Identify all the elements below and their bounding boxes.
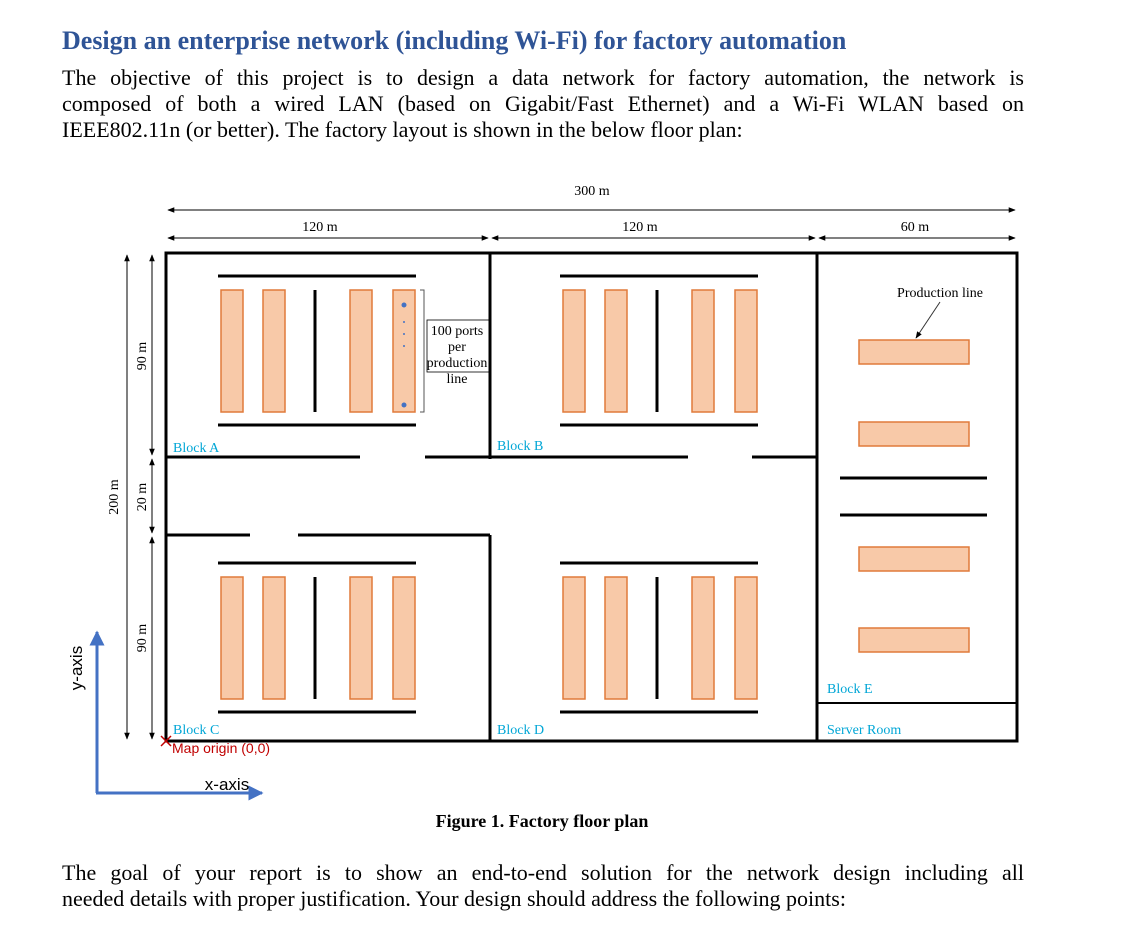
production-rack	[392, 576, 416, 700]
text-line: The goal of your report is to show an en…	[62, 860, 1024, 885]
production-rack	[691, 576, 715, 700]
figure-caption: Figure 1. Factory floor plan	[436, 811, 649, 831]
text-line: IEEE802.11n (or better). The factory lay…	[62, 117, 743, 142]
dimension-label: 90 m	[135, 624, 150, 653]
production-rack	[691, 289, 715, 413]
production-rack	[349, 289, 373, 413]
production-rack	[220, 576, 244, 700]
floor-plan: 300 m 120 m 120 m 60 m 200 m 90 m 20 m 9…	[67, 184, 1019, 831]
production-lines	[218, 274, 758, 714]
server-room-label: Server Room	[827, 723, 901, 738]
production-rack	[262, 289, 286, 413]
x-axis-label: x-axis	[205, 775, 249, 794]
block-label: Block A	[173, 441, 220, 456]
dimension-label: 300 m	[574, 184, 610, 199]
production-rack	[604, 576, 628, 700]
ports-marker	[401, 289, 490, 413]
origin-marker	[160, 735, 172, 747]
ports-note: 100 ports	[431, 324, 484, 339]
production-rack	[604, 289, 628, 413]
dimensions	[124, 207, 1016, 740]
production-rack	[734, 576, 758, 700]
production-rack	[349, 576, 373, 700]
dimension-label: 20 m	[135, 483, 150, 512]
ports-note: line	[447, 372, 468, 387]
intro-paragraph: The objective of this project is to desi…	[62, 65, 1024, 143]
block-label: Block B	[497, 439, 543, 454]
production-rack	[392, 289, 416, 413]
block-label: Block D	[497, 723, 544, 738]
production-rack	[262, 576, 286, 700]
dimension-label: 120 m	[302, 220, 338, 235]
block-label: Block C	[173, 723, 219, 738]
production-rack	[220, 289, 244, 413]
text-line: needed details with proper justification…	[62, 886, 846, 911]
ports-note: per	[448, 340, 466, 355]
production-line-label: Production line	[897, 286, 983, 301]
production-rack	[562, 289, 586, 413]
dimension-label: 200 m	[107, 479, 122, 515]
walls	[164, 251, 1019, 743]
y-axis-label: y-axis	[67, 646, 86, 690]
production-rack	[562, 576, 586, 700]
text-line: The objective of this project is to desi…	[62, 65, 1024, 90]
origin-label: Map origin (0,0)	[172, 740, 270, 756]
axes	[89, 630, 264, 801]
ports-note: production	[427, 356, 488, 371]
heading: Design an enterprise network (including …	[62, 26, 847, 55]
dimension-label: 90 m	[135, 342, 150, 371]
dimension-label: 60 m	[901, 220, 930, 235]
text-line: composed of both a wired LAN (based on G…	[62, 91, 1024, 116]
block-label: Block E	[827, 682, 873, 697]
block-e-lines	[840, 301, 987, 653]
goal-paragraph: The goal of your report is to show an en…	[62, 860, 1024, 912]
dimension-label: 120 m	[622, 220, 658, 235]
production-rack	[734, 289, 758, 413]
